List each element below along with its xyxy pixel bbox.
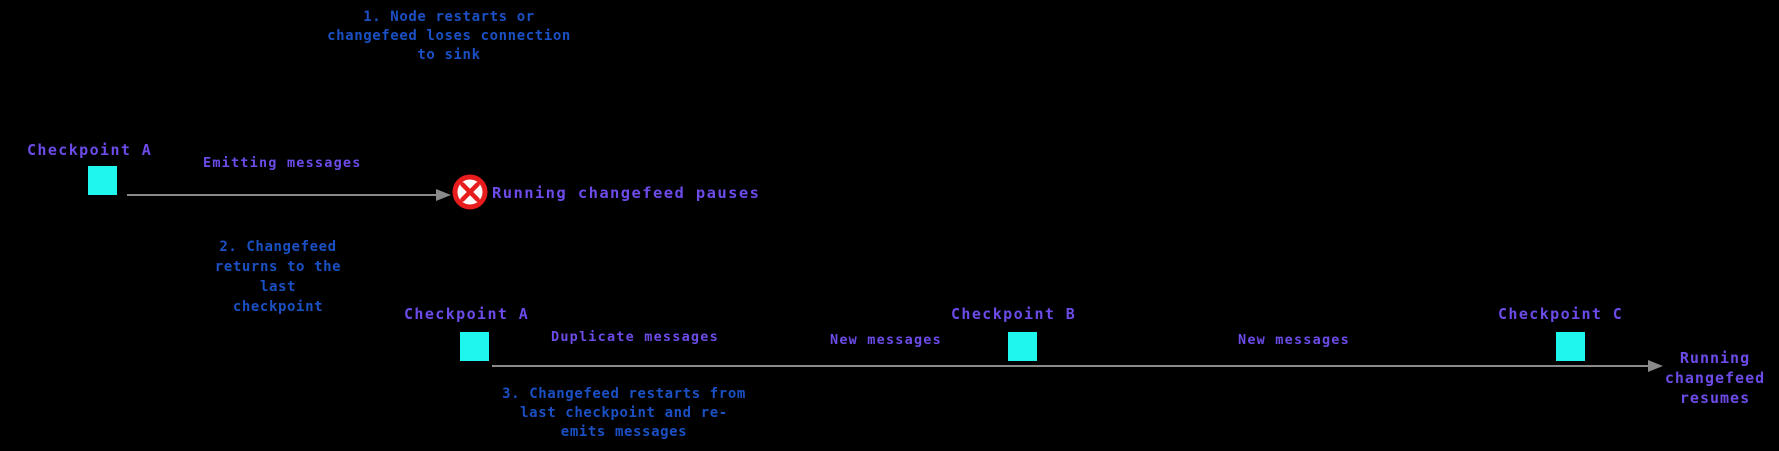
timeline-1-arrowhead xyxy=(436,189,451,201)
timeline-1-arrow-line xyxy=(127,194,439,196)
new-messages-label-2: New messages xyxy=(1238,332,1350,348)
checkpoint-b-marker xyxy=(1008,332,1037,361)
timeline-2-arrowhead xyxy=(1648,360,1663,372)
step-3-note: 3. Changefeed restarts from last checkpo… xyxy=(502,386,746,440)
running-changefeed-pauses-label: Running changefeed pauses xyxy=(492,184,761,202)
checkpoint-a-marker-bottom xyxy=(460,332,489,361)
new-messages-label-1: New messages xyxy=(830,332,942,348)
checkpoint-c-label: Checkpoint C xyxy=(1498,305,1624,323)
checkpoint-a-marker-top xyxy=(88,166,117,195)
checkpoint-a-label-top: Checkpoint A xyxy=(27,141,153,159)
step-1-note: 1. Node restarts or changefeed loses con… xyxy=(327,9,571,63)
timeline-2-arrow-line xyxy=(492,365,1650,367)
running-changefeed-resumes-label: Running changefeed resumes xyxy=(1664,349,1766,407)
step-2-note: 2. Changefeed returns to the last checkp… xyxy=(214,239,342,315)
duplicate-messages-label: Duplicate messages xyxy=(551,329,719,345)
checkpoint-b-label: Checkpoint B xyxy=(951,305,1077,323)
emitting-messages-label: Emitting messages xyxy=(203,155,362,171)
checkpoint-a-label-bottom: Checkpoint A xyxy=(404,305,530,323)
error-x-icon xyxy=(452,174,488,210)
checkpoint-c-marker xyxy=(1556,332,1585,361)
